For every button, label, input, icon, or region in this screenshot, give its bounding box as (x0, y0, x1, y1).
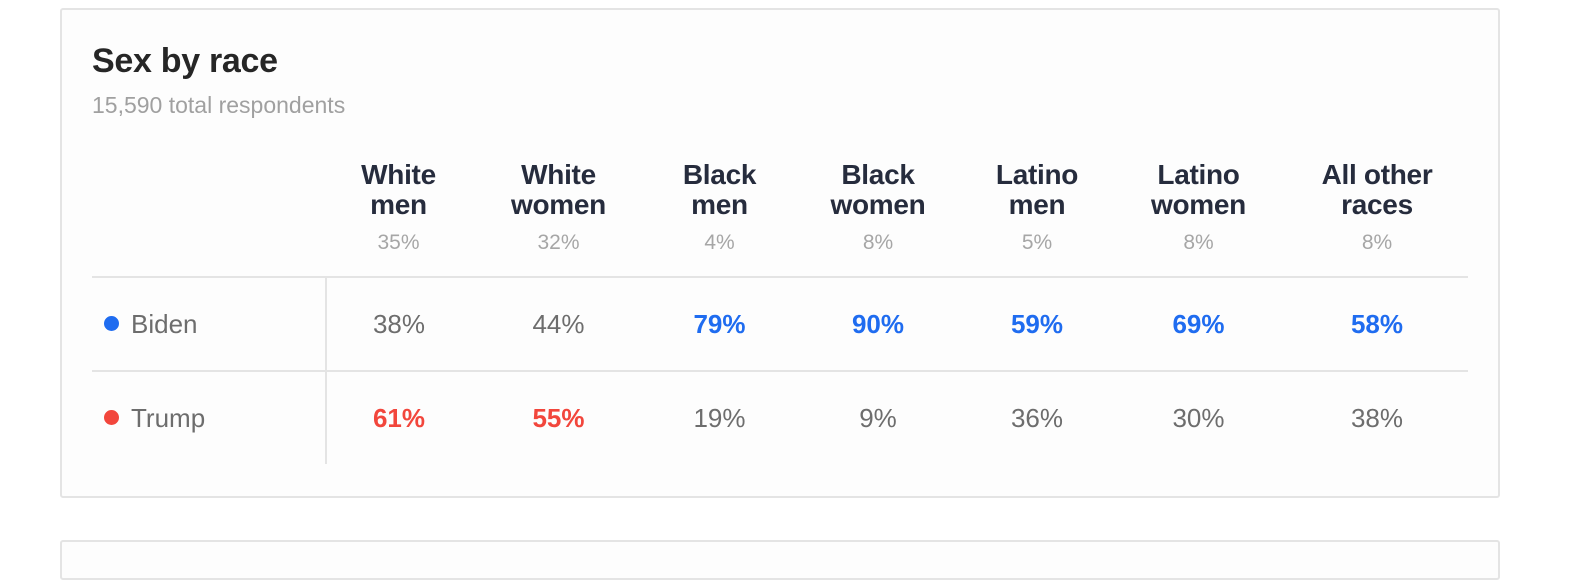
next-card (60, 540, 1500, 580)
column-share: 5% (1021, 231, 1053, 254)
value-cell: 90% (793, 277, 963, 372)
blue-dot-icon (104, 316, 119, 332)
column-share: 4% (704, 231, 735, 254)
value-cell: 58% (1286, 277, 1468, 372)
column-share: 8% (1361, 231, 1393, 254)
column-label-line2: women (1151, 189, 1246, 220)
value-cell: 79% (646, 277, 793, 372)
value-cell: 38% (1350, 402, 1404, 433)
column-share: 8% (862, 231, 894, 254)
column-header: Latino men 5% (963, 159, 1111, 278)
column-header: All other races 8% (1286, 159, 1468, 278)
column-label-line2: women (511, 189, 606, 220)
respondents-count: 15,590 total respondents (92, 92, 346, 118)
column-header: White men 35% (326, 159, 471, 278)
column-share: 32% (537, 231, 580, 254)
value-cell: 9% (859, 402, 897, 433)
column-label-line2: men (370, 189, 427, 220)
column-share: 35% (377, 231, 420, 254)
candidate-cell: Biden (92, 277, 327, 372)
table-row-biden: Biden 38% 44% 79% 90% 59% 69% 58% (92, 277, 1468, 372)
column-label-line2: races (1341, 189, 1413, 220)
card-title: Sex by race (92, 42, 278, 80)
column-label-line1: White (361, 159, 436, 190)
value-cell: 19% (693, 402, 746, 433)
column-label-line1: Black (841, 159, 915, 190)
column-label-line1: Latino (1157, 159, 1240, 190)
column-label-line2: women (830, 189, 926, 220)
column-header: Black men 4% (646, 159, 793, 278)
results-table: White men 35% White women 32% Black men … (92, 160, 1468, 464)
column-header: Black women 8% (793, 159, 963, 278)
column-label-line2: men (1008, 189, 1066, 220)
column-header: Latino women 8% (1111, 159, 1286, 278)
column-label-line2: men (691, 189, 748, 220)
column-header: White women 32% (471, 159, 646, 278)
column-label-line1: Latino (995, 159, 1079, 190)
value-cell: 44% (471, 277, 646, 372)
value-cell: 38% (326, 277, 471, 372)
column-share: 8% (1183, 231, 1214, 254)
candidate-name: Biden (131, 308, 198, 339)
value-cell: 61% (372, 402, 426, 433)
red-dot-icon (104, 410, 119, 426)
table-row-trump: Trump 61% 55% 19% 9% 36% 30% 38% (92, 371, 1468, 464)
value-cell: 59% (963, 277, 1111, 372)
column-label-line1: Black (682, 159, 757, 190)
column-label-line1: White (521, 159, 596, 190)
value-cell: 55% (532, 402, 585, 433)
exit-poll-card: Sex by race 15,590 total respondents Whi… (60, 8, 1500, 498)
column-label-line1: All other (1321, 159, 1433, 190)
value-cell: 30% (1172, 402, 1225, 433)
header-corner (92, 160, 326, 278)
candidate-name: Trump (131, 402, 206, 433)
value-cell: 69% (1111, 277, 1286, 372)
header-row: White men 35% White women 32% Black men … (92, 159, 1468, 278)
value-cell: 36% (1010, 402, 1064, 433)
candidate-cell: Trump (92, 371, 327, 464)
